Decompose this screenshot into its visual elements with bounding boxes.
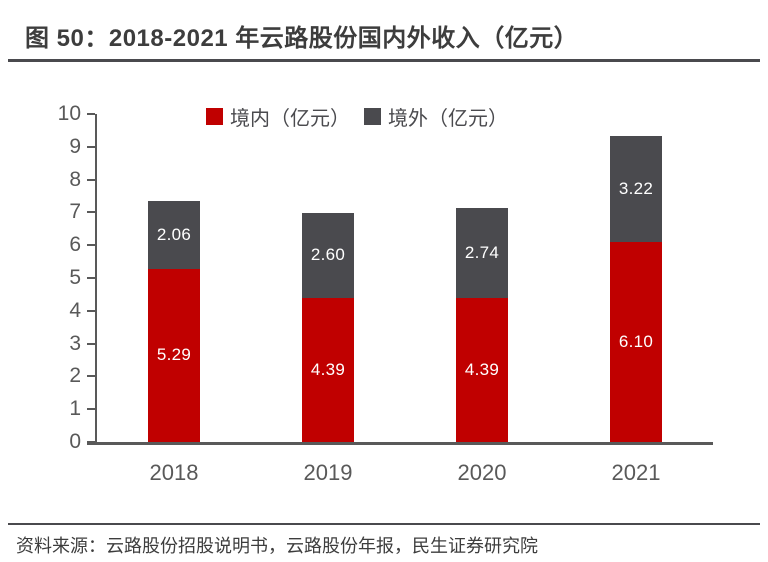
y-axis-tick [87, 145, 95, 148]
bar-value-label: 6.10 [618, 331, 654, 351]
y-axis-tick-label: 9 [69, 134, 81, 158]
bar-segment-2019-1: 2.60 [302, 212, 354, 299]
y-axis-tick-label: 0 [69, 430, 81, 453]
y-axis-tick-label: 2 [69, 364, 81, 388]
y-axis-tick-label: 10 [57, 102, 81, 125]
x-axis-line [87, 442, 713, 445]
legend-label: 境外（亿元） [388, 108, 508, 130]
y-axis-tick [87, 309, 95, 312]
bar-value-label: 2.74 [464, 243, 500, 263]
bar-segment-2020-1: 2.74 [456, 208, 508, 299]
footer-divider [8, 523, 760, 525]
bar-value-label: 4.39 [310, 360, 346, 379]
y-axis-tick [87, 178, 95, 181]
y-axis-line [95, 114, 97, 442]
bar-segment-2019-0: 4.39 [302, 298, 354, 442]
bar-segment-2018-1: 2.06 [148, 200, 200, 269]
legend-swatch-icon [364, 108, 381, 125]
title-divider [8, 59, 760, 62]
y-axis-tick [87, 244, 95, 247]
legend-item-0: 境内（亿元） [206, 102, 350, 131]
figure-title: 图 50：2018-2021 年云路股份国内外收入（亿元） [25, 25, 579, 52]
bar-value-label: 2.60 [310, 245, 346, 265]
y-axis-tick [87, 113, 95, 115]
plot-area: 0 1 2 3 4 5 6 7 8 9 10 5.29 2.06 2018 4.39 2.60 2019 4.39… [58, 102, 713, 485]
bar-segment-2021-0: 6.10 [610, 241, 662, 442]
y-axis-tick [87, 277, 95, 279]
y-axis-tick-label: 7 [69, 200, 81, 224]
legend-label: 境内（亿元） [230, 108, 350, 130]
y-axis-tick [87, 211, 95, 214]
x-axis-label-2020: 2020 [457, 460, 507, 485]
y-axis-tick-label: 8 [69, 167, 81, 191]
bar-segment-2021-1: 3.22 [610, 136, 662, 242]
x-axis-label-2021: 2021 [611, 460, 661, 485]
bar-value-label: 2.06 [156, 224, 192, 244]
bar-segment-2020-0: 4.39 [456, 298, 508, 442]
y-axis-tick [87, 408, 95, 411]
y-axis-tick-label: 3 [69, 331, 81, 355]
bar-segment-2018-0: 5.29 [148, 268, 200, 442]
x-axis-label-2018: 2018 [149, 460, 199, 485]
y-axis-tick-label: 6 [69, 233, 81, 257]
bar-value-label: 4.39 [464, 360, 500, 379]
y-axis-tick [87, 342, 95, 345]
y-axis-tick-label: 4 [69, 298, 81, 322]
chart-legend: 境内（亿元） 境外（亿元） [206, 102, 508, 131]
source-note: 资料来源：云路股份招股说明书，云路股份年报，民生证券研究院 [16, 536, 538, 556]
y-axis-tick-label: 5 [69, 266, 81, 289]
y-axis-tick-label: 1 [69, 397, 81, 421]
y-axis-tick [87, 375, 95, 378]
bar-value-label: 5.29 [156, 345, 192, 365]
legend-swatch-icon [206, 108, 223, 125]
bar-value-label: 3.22 [618, 179, 654, 199]
y-axis-tick [87, 441, 95, 443]
x-axis-label-2019: 2019 [303, 460, 353, 485]
legend-item-1: 境外（亿元） [364, 102, 508, 131]
